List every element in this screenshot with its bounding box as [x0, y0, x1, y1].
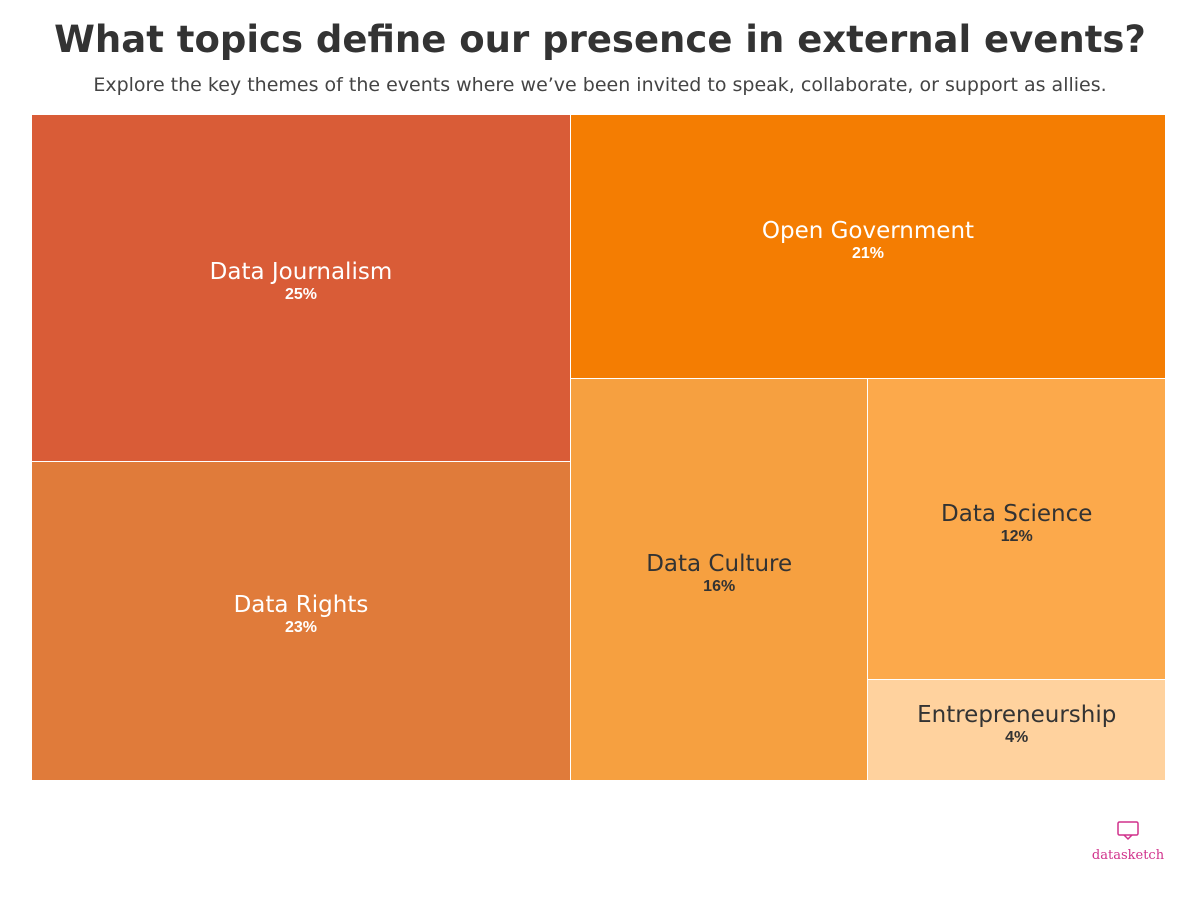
treemap-tile[interactable]: Data Journalism 25% [32, 115, 571, 462]
treemap-tile[interactable]: Data Culture 16% [570, 378, 869, 781]
chat-screen-icon [1117, 821, 1139, 841]
logo-text: datasketch [1091, 848, 1165, 863]
treemap-tile[interactable]: Data Science 12% [868, 378, 1166, 681]
treemap-chart: Data Journalism 25% Data Rights 23% Open Gov… [32, 115, 1166, 781]
tile-value-label: 12% [1000, 527, 1033, 545]
tile-label: Data Rights [233, 592, 369, 619]
treemap-tile[interactable]: Open Government 21% [570, 115, 1166, 379]
tile-value-label: 23% [284, 619, 317, 637]
treemap-tile[interactable]: Entrepreneurship 4% [868, 680, 1166, 781]
tile-label: Entrepreneurship [917, 701, 1117, 728]
tile-label: Data Journalism [209, 259, 393, 286]
tile-value-label: 25% [284, 286, 317, 304]
tile-value-label: 4% [1005, 728, 1029, 746]
tile-label: Open Government [761, 217, 975, 244]
tile-value-label: 21% [851, 244, 884, 262]
datasketch-logo: datasketch [1088, 820, 1168, 864]
tile-value-label: 16% [703, 577, 736, 595]
chart-title: What topics define our presence in exter… [54, 18, 1146, 61]
tile-label: Data Culture [646, 550, 793, 577]
tile-label: Data Science [941, 500, 1093, 527]
chart-subtitle: Explore the key themes of the events whe… [93, 74, 1107, 96]
treemap-tile[interactable]: Data Rights 23% [32, 461, 571, 781]
